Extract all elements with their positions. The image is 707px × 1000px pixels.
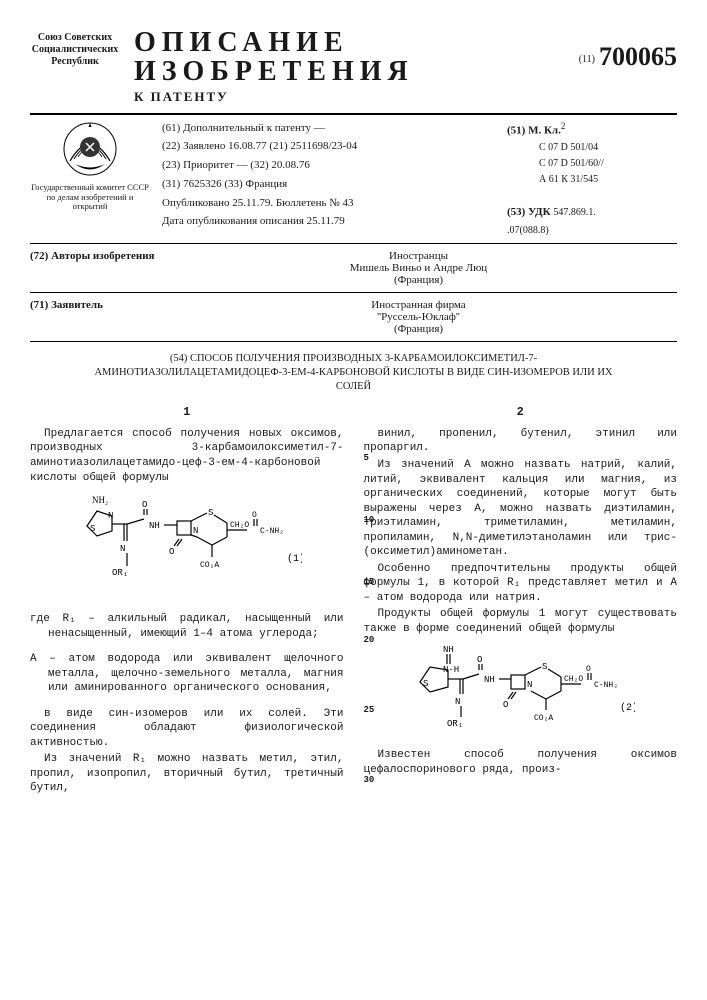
- applicant-label: (71) Заявитель: [30, 299, 160, 335]
- patent-page: Союз Советских Социалистических Республи…: [0, 0, 707, 1000]
- field-22: (22) Заявлено 16.08.77 (21) 2511698/23-0…: [162, 137, 495, 156]
- field-53-label: (53) УДК: [507, 206, 551, 218]
- col1-where1: где R₁ – алкильный радикал, насыщенный и…: [48, 612, 344, 641]
- divider: [30, 113, 677, 115]
- svg-text:CH₂O: CH₂O: [564, 675, 583, 684]
- field-53: (53) УДК 547.869.1. .07(088.8): [507, 204, 677, 239]
- formula1-label: (1): [287, 553, 302, 565]
- svg-text:O: O: [586, 665, 591, 674]
- meta-left: Государственный комитет СССР по делам из…: [30, 119, 150, 239]
- title-line2: ИЗОБРЕТЕНИЯ: [134, 57, 543, 86]
- authors-label: (72) Авторы изобретения: [30, 250, 160, 286]
- divider: [30, 292, 677, 293]
- svg-text:N: N: [527, 680, 532, 690]
- divider: [30, 341, 677, 342]
- svg-text:NH: NH: [484, 675, 495, 685]
- line-num: 20: [364, 635, 375, 647]
- ussr-label: Союз Советских Социалистических Республи…: [30, 28, 120, 68]
- title-sub: К ПАТЕНТУ: [134, 89, 543, 105]
- line-num: 25: [364, 705, 375, 717]
- formula2-label: (2): [620, 702, 635, 714]
- column-1: 1 Предлагается способ получения новых ок…: [30, 405, 344, 798]
- meta-middle: (61) Дополнительный к патенту — (22) Зая…: [162, 119, 495, 239]
- applicant-row: (71) Заявитель Иностранная фирма ''Руссе…: [30, 299, 677, 335]
- svg-text:S: S: [208, 508, 213, 518]
- line-num: 30: [364, 775, 375, 787]
- svg-text:N: N: [108, 511, 113, 521]
- svg-text:O: O: [252, 511, 257, 520]
- svg-text:OR₁: OR₁: [447, 719, 463, 729]
- meta-section: Государственный комитет СССР по делам из…: [30, 119, 677, 239]
- authors-row: (72) Авторы изобретения Иностранцы Мишел…: [30, 250, 677, 286]
- field-51-codes: С 07 D 501/04 С 07 D 501/60// А 61 К 31/…: [539, 140, 677, 188]
- body-columns: 1 Предлагается способ получения новых ок…: [30, 405, 677, 798]
- line-num: 5: [364, 453, 369, 465]
- svg-text:NH: NH: [149, 521, 160, 531]
- svg-text:S: S: [542, 662, 547, 672]
- field-51: (51) М. Кл.2 С 07 D 501/04 С 07 D 501/60…: [507, 119, 677, 188]
- col1-p3: Из значений R₁ можно назвать метил, этил…: [30, 752, 344, 796]
- patent-number: (11) 700065: [557, 28, 677, 72]
- col2-p4: Продукты общей формулы 1 могут существов…: [364, 607, 678, 636]
- col2-p1: винил, пропенил, бутенил, этинил или про…: [364, 427, 678, 456]
- svg-text:CO₂A: CO₂A: [534, 714, 553, 723]
- svg-text:N-H: N-H: [443, 665, 459, 675]
- svg-text:O: O: [142, 500, 147, 510]
- col1-number: 1: [30, 405, 344, 421]
- field-31: (31) 7625326 (33) Франция: [162, 175, 495, 194]
- svg-text:N: N: [193, 526, 198, 536]
- committee-label: Государственный комитет СССР по делам из…: [30, 183, 150, 212]
- authors-value: Иностранцы Мишель Виньо и Андре Люц (Фра…: [160, 250, 677, 286]
- column-2: 5 10 15 20 25 30 2 винил, пропенил, буте…: [364, 405, 678, 798]
- col1-p1: Предлагается способ получения новых окси…: [30, 427, 344, 485]
- svg-text:C-NH₂: C-NH₂: [594, 681, 618, 690]
- svg-text:C-NH₂: C-NH₂: [260, 527, 284, 536]
- svg-text:O: O: [477, 655, 482, 665]
- col2-p5: Известен способ получения оксимов цефало…: [364, 748, 678, 777]
- patent-number-value: 700065: [599, 42, 677, 71]
- header-row: Союз Советских Социалистических Республи…: [30, 28, 677, 105]
- structure-formula-2: NH S N-H N OR₁ O NH: [364, 642, 678, 742]
- field-51-label: (51) М. Кл.: [507, 124, 561, 136]
- line-num: 15: [364, 577, 375, 589]
- meta-right: (51) М. Кл.2 С 07 D 501/04 С 07 D 501/60…: [507, 119, 677, 239]
- svg-text:CH₂O: CH₂O: [230, 521, 249, 530]
- applicant-value: Иностранная фирма ''Руссель-Юклаф'' (Фра…: [160, 299, 677, 335]
- svg-text:O: O: [169, 547, 174, 557]
- svg-text:NH: NH: [443, 645, 454, 655]
- svg-text:N: N: [120, 544, 125, 554]
- structure-formula-1: NH₂ S N N OR₁ O NH: [30, 491, 344, 601]
- svg-text:OR₁: OR₁: [112, 568, 128, 578]
- field-51-sup: 2: [561, 121, 566, 131]
- code-11: (11): [579, 54, 595, 65]
- svg-text:CO₂A: CO₂A: [200, 561, 219, 570]
- col2-number: 2: [364, 405, 678, 421]
- svg-text:N: N: [455, 697, 460, 707]
- divider: [30, 243, 677, 244]
- col2-p2: Из значений А можно назвать натрий, кали…: [364, 458, 678, 560]
- ussr-emblem-icon: [60, 119, 120, 179]
- line-num: 10: [364, 515, 375, 527]
- svg-text:S: S: [90, 524, 95, 534]
- field-23: (23) Приоритет — (32) 20.08.76: [162, 156, 495, 175]
- svg-text:NH₂: NH₂: [92, 495, 108, 505]
- field-pub: Опубликовано 25.11.79. Бюллетень № 43: [162, 194, 495, 213]
- col1-where2: А – атом водорода или эквивалент щелочно…: [48, 652, 344, 696]
- invention-title: (54) СПОСОБ ПОЛУЧЕНИЯ ПРОИЗВОДНЫХ 3-КАРБ…: [88, 352, 619, 393]
- field-pubdate: Дата опубликования описания 25.11.79: [162, 212, 495, 231]
- col2-p3: Особенно предпочтительны продукты общей …: [364, 562, 678, 606]
- title-block: ОПИСАНИЕ ИЗОБРЕТЕНИЯ К ПАТЕНТУ: [134, 28, 543, 105]
- field-61: (61) Дополнительный к патенту —: [162, 119, 495, 138]
- svg-text:S: S: [423, 679, 428, 689]
- col1-p2: в виде син-изомеров или их солей. Эти со…: [30, 707, 344, 751]
- svg-text:O: O: [503, 700, 508, 710]
- title-line1: ОПИСАНИЕ: [134, 28, 543, 57]
